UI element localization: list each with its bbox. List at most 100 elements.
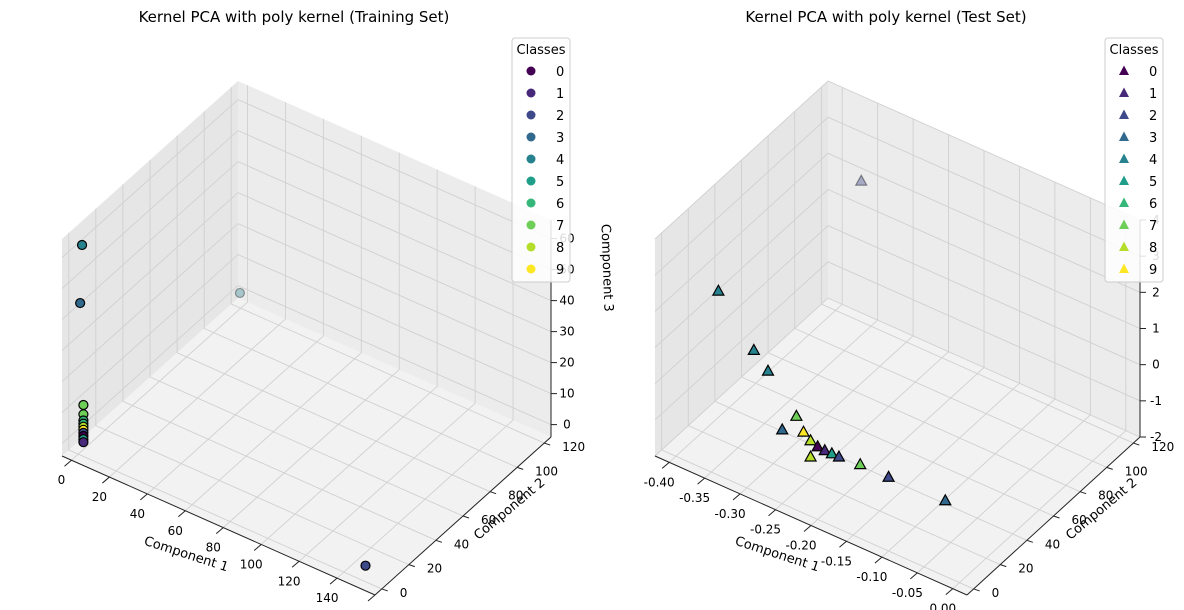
x-tick-mark <box>874 556 883 564</box>
z-tick-label: 0 <box>1152 358 1160 372</box>
legend-label: 3 <box>1149 131 1157 146</box>
legend-marker <box>526 264 536 274</box>
data-point <box>882 470 896 482</box>
y-tick-mark <box>544 442 551 446</box>
x-gridline <box>147 118 324 495</box>
training-points <box>75 239 371 571</box>
x-tick-mark <box>140 493 148 501</box>
test-chart-title: Kernel PCA with poly kernel (Test Set) <box>745 8 1026 26</box>
z-gridline <box>61 223 552 382</box>
data-point <box>360 560 371 571</box>
data-point <box>76 239 88 251</box>
y-tick-label: 40 <box>454 537 469 551</box>
training-legend: Classes 0 1 2 3 4 5 6 7 8 9 <box>511 37 571 283</box>
data-point <box>796 424 810 437</box>
x-gridline <box>109 102 286 478</box>
data-point <box>761 363 775 376</box>
legend-marker <box>1119 197 1129 207</box>
training-legend-title: Classes <box>517 43 566 58</box>
legend-marker <box>526 88 536 98</box>
legend-label: 6 <box>556 197 564 212</box>
y-tick-mark <box>1133 442 1140 446</box>
y-tick-label: 60 <box>1072 513 1087 527</box>
y-tick-label: 100 <box>535 464 558 478</box>
legend-marker <box>526 154 536 164</box>
legend-marker <box>1119 109 1129 119</box>
legend-label: 0 <box>556 65 564 80</box>
legend-label: 9 <box>1149 263 1157 278</box>
legend-label: 2 <box>1149 109 1157 124</box>
legend-label: 4 <box>556 153 564 168</box>
x-gridline <box>298 186 476 562</box>
z-gridline <box>61 192 552 351</box>
y-gridline <box>203 111 518 468</box>
legend-marker <box>1119 87 1129 97</box>
z-tick-label: 1 <box>1152 322 1160 336</box>
y-tick-mark <box>1000 564 1007 568</box>
y-tick-mark <box>973 588 980 592</box>
z-gridline <box>654 297 1141 457</box>
y-gridline <box>149 160 464 517</box>
z-gridline <box>61 99 552 258</box>
legend-label: 2 <box>556 109 564 124</box>
y-tick-label: 100 <box>1125 464 1148 478</box>
x-tick-mark <box>945 588 954 596</box>
test-x-ticks: -0.40 -0.35 -0.30 -0.25 -0.20 -0.15 -0.10 -0.05… <box>644 461 956 610</box>
legend-marker <box>1119 219 1129 229</box>
x-tick-label: -0.25 <box>750 523 781 537</box>
z-gridline <box>654 261 1141 421</box>
z-tick-label: 2 <box>1152 285 1160 299</box>
data-point <box>811 439 825 452</box>
z-gridline <box>61 285 552 444</box>
data-point <box>75 297 86 309</box>
legend-marker <box>1119 241 1129 251</box>
z-gridline <box>61 161 552 320</box>
y-tick-label: 20 <box>427 562 442 576</box>
y-tick-mark <box>1079 491 1087 495</box>
legend-marker <box>526 198 536 208</box>
legend-marker <box>526 242 536 252</box>
legend-label: 8 <box>556 241 564 256</box>
legend-label: 0 <box>1149 65 1157 80</box>
x-tick-mark <box>839 540 847 548</box>
x-tick-mark <box>64 459 72 467</box>
x-gridline <box>185 135 362 512</box>
legend-marker <box>1119 65 1129 75</box>
z-tick-label: 10 <box>559 387 574 401</box>
x-tick-label: 20 <box>92 490 107 504</box>
test-points <box>711 174 952 506</box>
x-tick-mark <box>803 525 812 532</box>
x-tick-label: 40 <box>130 507 145 521</box>
z-gridline <box>654 116 1141 276</box>
data-point <box>804 433 818 446</box>
x-tick-mark <box>732 493 741 501</box>
y-tick-mark <box>381 588 388 592</box>
test-legend-box <box>1104 37 1164 283</box>
back-pane <box>238 81 551 437</box>
z-tick-label: 0 <box>563 418 571 432</box>
y-tick-mark <box>1053 515 1060 519</box>
training-z-axis-label: Component 3 <box>597 224 615 312</box>
test-legend-title: Classes <box>1110 43 1159 58</box>
legend-marker <box>526 110 536 120</box>
x-tick-label: -0.05 <box>892 586 923 600</box>
training-y-ticks: 0 20 40 60 80 100 120 <box>381 440 585 600</box>
data-point <box>818 443 832 456</box>
legend-marker <box>526 176 536 186</box>
y-tick-label: 120 <box>562 440 585 454</box>
data-point <box>832 449 846 462</box>
z-tick-label: 20 <box>559 356 574 370</box>
z-gridline <box>61 254 552 413</box>
x-gridline <box>71 85 248 461</box>
legend-marker <box>1119 131 1129 141</box>
y-tick-mark <box>1106 466 1113 470</box>
x-tick-mark <box>661 461 670 469</box>
x-tick-label: -0.40 <box>644 475 675 489</box>
legend-label: 4 <box>1149 153 1157 168</box>
training-legend-box <box>511 37 571 283</box>
data-point <box>711 284 725 296</box>
x-tick-mark <box>768 509 776 517</box>
y-tick-mark <box>462 515 470 519</box>
y-gridline <box>95 208 410 566</box>
